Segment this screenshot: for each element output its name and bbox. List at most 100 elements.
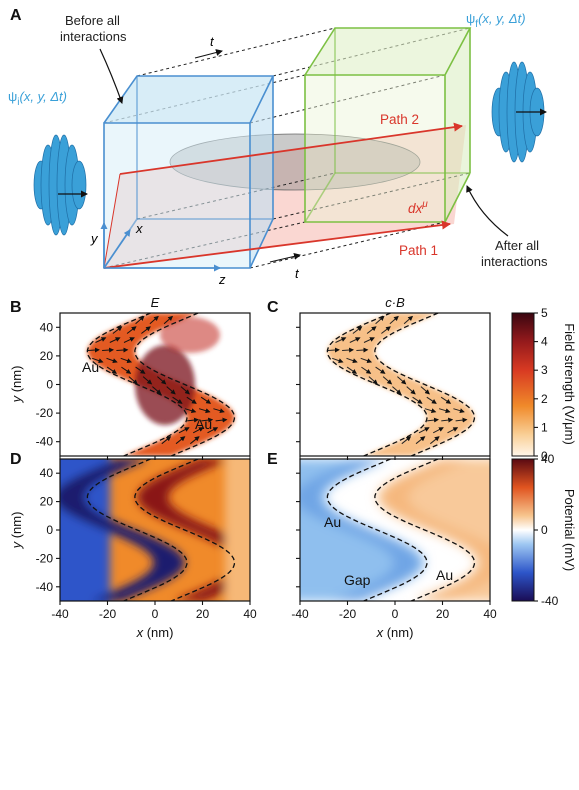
field-arrow: [327, 347, 340, 353]
panel-c-field-map: [300, 313, 490, 456]
field-arrow: [120, 357, 133, 364]
after-interaction-box: [304, 27, 472, 223]
path-1-label: Path 1: [399, 243, 438, 258]
x-tick-label: 0: [392, 607, 399, 621]
panel-e-xlabel: x (nm): [376, 625, 414, 640]
panel-label-e: E: [267, 451, 278, 468]
field-arrow: [126, 326, 137, 334]
potential-colorbar-label: Potential (mV): [562, 489, 577, 571]
field-arrow: [356, 347, 369, 353]
field-arrow: [172, 396, 183, 404]
t-arrow-top: [194, 49, 223, 59]
field-arrow: [187, 417, 199, 423]
dx-superscript: μ: [421, 199, 428, 210]
y-tick-label: -20: [36, 406, 54, 420]
t-arrow-bottom: [269, 252, 301, 263]
z-axis-label: z: [218, 272, 226, 287]
field-arrow: [198, 408, 211, 414]
t-label-top: t: [210, 34, 215, 49]
colorbar-tick-label: 0: [541, 523, 548, 537]
au-label-e-right: Au: [436, 567, 453, 583]
field-arrow: [403, 315, 414, 325]
panel-label-d: D: [10, 451, 22, 468]
t-label-bottom: t: [295, 266, 300, 281]
field-arrow: [141, 326, 151, 334]
field-arrow: [135, 366, 146, 374]
y-tick-label: -40: [36, 580, 54, 594]
field-arrow: [392, 386, 402, 395]
y-tick-label: 20: [40, 349, 54, 363]
field-arrow: [349, 337, 361, 343]
x-tick-label: 20: [436, 607, 450, 621]
field-arrow: [189, 436, 200, 445]
au-label-b-left: Au: [82, 359, 99, 375]
x-axis-label: x: [135, 221, 143, 236]
field-arrow: [352, 326, 363, 334]
field-arrow: [426, 396, 437, 404]
y-tick-label: 0: [46, 378, 53, 392]
field-arrow: [215, 417, 228, 423]
field-arrow: [201, 417, 214, 423]
field-arrow: [363, 337, 375, 343]
panel-d-ylabel: y (nm): [9, 512, 24, 550]
boundary-right-e: [374, 459, 476, 601]
boundary-left-e: [326, 459, 428, 601]
au-label-b-right: Au: [195, 416, 212, 432]
field-arrow: [135, 315, 145, 325]
field-arrow: [123, 337, 135, 343]
colorbar-tick-label: 5: [541, 306, 548, 320]
y-tick-label: -20: [36, 551, 54, 565]
field-arrow: [184, 408, 197, 414]
panel-b-title: E: [151, 295, 160, 310]
field-arrow: [180, 386, 190, 395]
panel-d-potential-map: [60, 459, 250, 601]
field-arrow: [453, 408, 465, 414]
field-arrow: [332, 357, 344, 364]
field-arrow: [455, 417, 468, 423]
x-tick-label: -40: [291, 607, 309, 621]
field-arrow: [161, 436, 172, 445]
panel-label-a: A: [10, 7, 22, 24]
boundary-left-c: [326, 313, 428, 456]
field-arrow: [102, 347, 115, 353]
field-arrow: [149, 315, 159, 325]
psi-final-label: ψf(x, y, Δt): [466, 11, 526, 30]
field-arrow: [175, 436, 186, 445]
field-arrow: [200, 396, 212, 404]
boundary-right-b: [134, 313, 236, 456]
before-interaction-box: [103, 75, 275, 269]
before-all-interactions-label: Before all interactions: [60, 13, 127, 44]
field-arrow: [381, 326, 391, 334]
x-tick-label: 20: [196, 607, 210, 621]
x-tick-label: -20: [339, 607, 357, 621]
y-tick-label: 40: [40, 320, 54, 334]
boundary-right-c: [374, 313, 476, 456]
field-arrows-c: [327, 315, 468, 445]
field-arrow: [95, 337, 107, 343]
field-arrow: [382, 376, 393, 385]
field-arrow: [335, 337, 347, 343]
field-arrow: [447, 427, 459, 434]
field-arrow: [152, 386, 162, 395]
field-arrow: [106, 366, 118, 374]
x-tick-label: 0: [152, 607, 159, 621]
panel-label-b: B: [10, 299, 22, 316]
colorbar-tick-label: 3: [541, 363, 548, 377]
field-arrow: [440, 396, 452, 404]
field-arrow: [186, 396, 197, 404]
path-2-arrow: [119, 122, 463, 175]
x-tick-label: -40: [51, 607, 69, 621]
field-arrow: [366, 326, 377, 334]
field-arrow: [207, 427, 219, 434]
field-arrow: [432, 427, 444, 434]
field-arrow: [166, 386, 176, 395]
after-pointer-arrow: [466, 185, 509, 237]
boundary-right-d: [134, 459, 236, 601]
boundary-left-d: [86, 459, 188, 601]
colorbar-tick-label: 1: [541, 420, 548, 434]
dx-mu-label: dxμ: [408, 199, 428, 216]
field-arrow: [427, 417, 439, 423]
y-tick-label: 40: [40, 466, 54, 480]
panel-a-schematic: A: [8, 7, 548, 287]
